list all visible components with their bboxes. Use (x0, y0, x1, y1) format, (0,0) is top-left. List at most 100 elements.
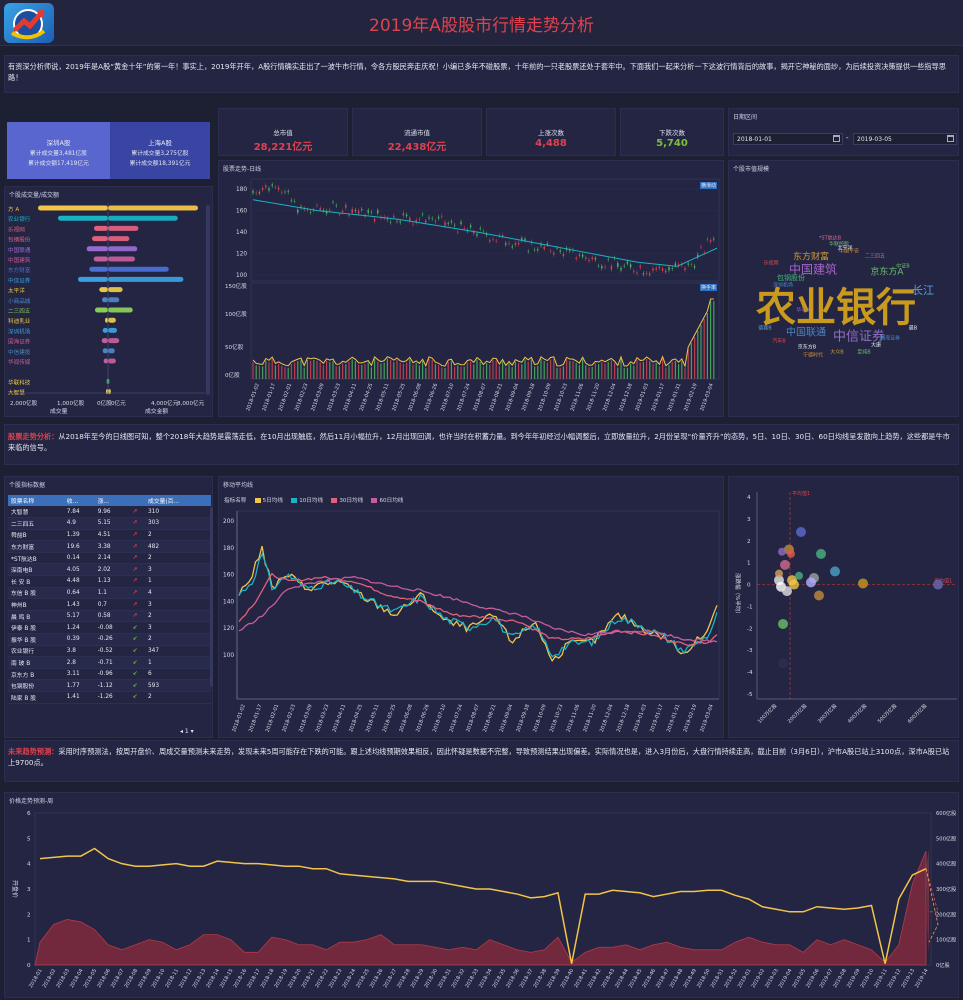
wordcloud-word[interactable]: 包钢股份 (777, 274, 805, 282)
wordcloud-word[interactable]: *ST航达B (818, 235, 842, 242)
legend-item-ma30[interactable]: 30日均线 (331, 496, 363, 504)
calendar-icon[interactable] (947, 135, 954, 142)
kline-candle (457, 231, 459, 233)
wordcloud-word[interactable]: 深圳机场 (772, 282, 794, 289)
amount-bar (108, 276, 184, 282)
forecast-right-tick: 500亿股 (936, 834, 956, 842)
kline-candle (335, 205, 337, 206)
start-date-input[interactable]: 2018-01-01 (733, 133, 843, 145)
table-row[interactable]: 振华 B 股 0.39 -0.26 ↙ 2 (8, 633, 211, 646)
table-row[interactable]: 长 安 B 4.48 1.13 ↗ 1 (8, 575, 211, 588)
wordcloud-word[interactable]: 华电A (796, 307, 810, 314)
wordcloud-word[interactable]: 太平洋 (837, 245, 853, 252)
wordcloud-word[interactable]: 乐视网 (763, 260, 779, 267)
forecast-paragraph: 未来趋势预测：采用时序预测法，按周开盘价、周成交量预测未来走势，发现未来5周可能… (8, 746, 956, 768)
legend-item-ma60[interactable]: 60日均线 (371, 496, 403, 504)
forecast-chart[interactable]: 6 5 4 3 2 1 0 600亿股 500亿股 400亿股 300亿股 200亿股 100亿股 0亿股… (5, 793, 960, 999)
wordcloud-word[interactable]: 宁德时代 (802, 352, 824, 359)
table-row[interactable]: 包钢股份 1.77 -1.12 ↙ 593 (8, 679, 211, 692)
table-pager[interactable]: ◂ 1 ▾ (180, 728, 194, 735)
table-cell: 3 (144, 598, 211, 611)
wordcloud-word[interactable]: 汽车B (772, 338, 786, 345)
wordcloud-word[interactable]: 中国平安 (838, 248, 860, 255)
col-close-header[interactable]: 收... (63, 495, 95, 506)
kline-volume-bar (335, 366, 337, 379)
kline-volume-bar (390, 359, 392, 379)
table-row[interactable]: 陆家 B 股 1.41 -1.26 ↙ 2 (8, 691, 211, 704)
sh-market-name: 上海A股 (148, 139, 172, 147)
wordcloud-word[interactable]: 东方财富 (792, 252, 830, 263)
volume-right-tick: 4,000亿元 (151, 399, 179, 407)
wordcloud-word[interactable]: 京东方B (797, 344, 817, 351)
table-row[interactable]: 东信 B 股 0.64 1.1 ↗ 4 (8, 587, 211, 600)
kline-volume-bar (527, 361, 529, 379)
wordcloud-word[interactable]: 中证B (896, 263, 910, 270)
wordcloud-word[interactable]: 晨B (908, 325, 918, 332)
volume-panel: 个股成交量/成交额 方 A 农业银行 乐视网 包钢股份 中国联通 中国建筑 东方财富 中信证券… (4, 186, 213, 417)
date-filter-panel: 日期区间 2018-01-01 - 2019-03-05 (728, 108, 959, 156)
kline-badge-bottom[interactable]: 换手率 (700, 284, 718, 291)
wordcloud-word[interactable]: 大康 (870, 342, 882, 349)
kline-candle (585, 257, 587, 259)
table-row[interactable]: 大智慧 7.84 9.96 ↗ 310 (8, 506, 211, 519)
calendar-icon[interactable] (833, 135, 840, 142)
sh-market-card[interactable]: 上海A股 累计成交量3,275亿股 累计成交额18,391亿元 (110, 122, 210, 179)
kline-candle (405, 214, 408, 217)
wordcloud-word[interactable]: 中信证券 (832, 329, 886, 345)
col-change-header[interactable]: 涨... (94, 495, 145, 506)
wordcloud-word[interactable]: 华联控股 (828, 241, 850, 248)
amount-bar (108, 266, 169, 272)
kline-candle (674, 263, 677, 266)
table-row[interactable]: *ST航达B 0.14 2.14 ↗ 2 (8, 552, 211, 565)
wordcloud-word[interactable]: 德赛B (758, 325, 772, 332)
table-row[interactable]: 深南电B 4.05 2.02 ↗ 3 (8, 563, 211, 577)
table-row[interactable]: 神州B 1.43 0.7 ↗ 3 (8, 598, 211, 611)
forecast-right-tick: 200亿股 (936, 910, 956, 918)
volume-bar (102, 348, 108, 354)
wordcloud-word[interactable]: 长江 (912, 284, 934, 297)
table-row[interactable]: 京东方 B 3.11 -0.96 ↙ 6 (8, 668, 211, 681)
arrow-up-icon: ↗ (129, 517, 145, 530)
table-row[interactable]: 南 玻 B 2.8 -0.71 ↙ 1 (8, 656, 211, 669)
legend-item-ma5[interactable]: 5日均线 (254, 496, 283, 504)
table-row[interactable]: 农业银行 3.8 -0.52 ↙ 347 (8, 645, 211, 658)
ma-x-label: 2018-06-26 (415, 704, 431, 733)
wordcloud-word[interactable]: 大众B (830, 349, 844, 356)
table-row[interactable]: 伊泰 B 股 1.24 -0.08 ↙ 3 (8, 621, 211, 635)
table-row[interactable]: 东方财富 19.6 3.38 ↗ 482 (8, 540, 211, 553)
kline-volume-frame (250, 282, 720, 380)
volume-category-label: 华联科技 (8, 378, 31, 386)
volume-scrollbar[interactable] (206, 205, 210, 395)
table-cell: 2 (144, 552, 211, 565)
kline-turnover-line (252, 298, 714, 368)
ma-y-tick: 100 (223, 653, 234, 659)
kline-volume-bar (697, 331, 699, 379)
scatter-chart[interactable]: 4 3 2 1 0 -1 -2 -3 -4 -5 平均值1 平均值1 涨跌幅（%半均） 100万亿股 200… (729, 477, 960, 739)
table-row[interactable]: 舜喆B 1.39 4.51 ↗ 2 (8, 529, 211, 542)
table-row[interactable]: 晨 鸣 B 5.17 0.58 ↗ 2 (8, 610, 211, 623)
wordcloud-word[interactable]: 京东方A (870, 267, 904, 278)
kline-candle (389, 221, 392, 223)
table-row[interactable]: 二三四五 4.9 5.15 ↗ 303 (8, 517, 211, 530)
sz-market-card[interactable]: 深圳A股 累计成交量3,481亿股 累计成交额17,419亿元 (7, 122, 110, 179)
wordcloud-word[interactable]: 二三四五 (864, 253, 886, 260)
kline-volume-bar (422, 361, 424, 379)
wordcloud-word[interactable]: 国海证券 (879, 335, 901, 342)
start-date-value: 2018-01-01 (737, 136, 772, 143)
wordcloud-word[interactable]: 农业银行 (756, 285, 916, 331)
table-scrollbar[interactable] (210, 507, 213, 687)
end-date-input[interactable]: 2019-03-05 (853, 133, 957, 145)
kline-volume-bar (319, 362, 321, 379)
kline-chart[interactable]: 180160140120100150亿股100亿股50亿股0亿股2018-01-… (219, 161, 725, 418)
table-cell: 1.77 (63, 679, 95, 692)
wordcloud-word[interactable]: 中国联通 (786, 327, 826, 339)
col-name-header[interactable]: 股票名称 (8, 495, 64, 506)
kline-price-tick: 140 (236, 230, 247, 236)
col-volume-header[interactable]: 成交量(百... (144, 495, 211, 506)
kline-badge-top[interactable]: 横滑动 (700, 182, 718, 189)
legend-item-ma10[interactable]: 10日均线 (291, 496, 323, 504)
wordcloud-word[interactable]: 中国建筑 (788, 262, 838, 277)
wordcloud-word[interactable]: 至纯B (857, 349, 871, 356)
kline-volume-bar (710, 301, 712, 379)
